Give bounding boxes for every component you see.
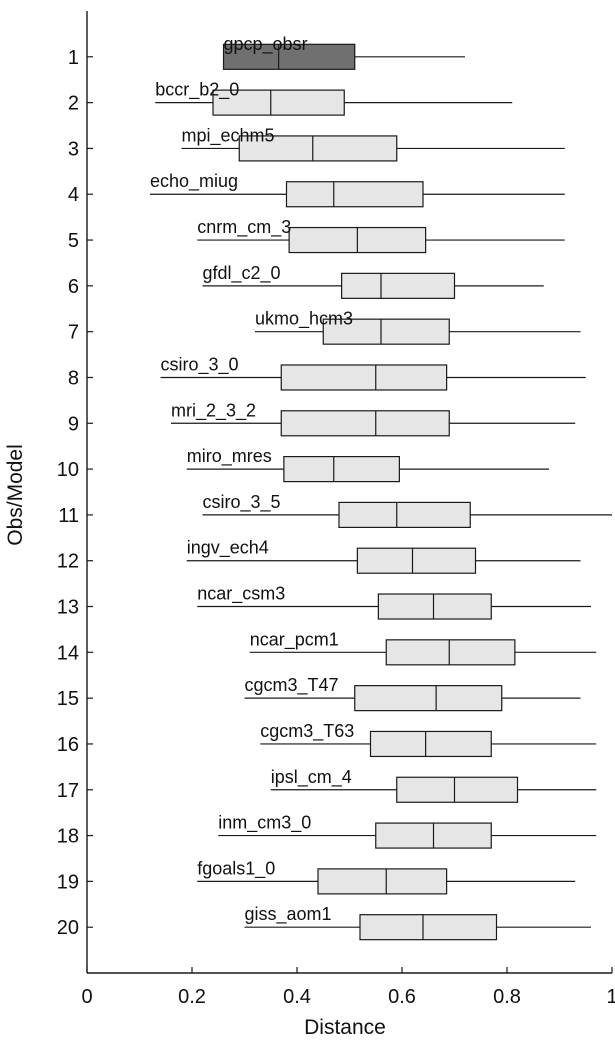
iqr-box <box>341 272 456 299</box>
model-label: mpi_echm5 <box>182 125 275 146</box>
model-label: ingv_ech4 <box>187 538 269 559</box>
model-label: giss_aom1 <box>245 904 332 925</box>
x-tick-label: 0 <box>81 986 92 1008</box>
box-18: inm_cm3_0 <box>218 813 597 849</box>
iqr-box <box>285 181 424 208</box>
box-19: fgoals1_0 <box>197 858 576 895</box>
model-label: cgcm3_T63 <box>260 721 354 742</box>
model-label: cgcm3_T47 <box>245 675 339 696</box>
iqr-box <box>322 318 450 345</box>
y-tick-label: 17 <box>57 780 79 802</box>
iqr-box <box>317 868 448 895</box>
iqr-box <box>280 364 448 391</box>
model-label: ipsl_cm_4 <box>271 767 352 788</box>
box-3: mpi_echm5 <box>181 125 565 162</box>
iqr-box <box>212 89 345 116</box>
model-label: csiro_3_5 <box>203 492 281 513</box>
y-tick-label: 12 <box>57 551 79 573</box>
y-tick-label: 20 <box>57 917 79 939</box>
y-tick-label: 19 <box>57 871 79 893</box>
x-tick-label: 0.4 <box>283 986 311 1008</box>
model-label: inm_cm3_0 <box>218 813 311 834</box>
y-tick-label: 11 <box>58 505 79 527</box>
y-tick-label: 4 <box>68 184 79 206</box>
y-tick-label: 1 <box>68 47 79 69</box>
iqr-box <box>222 43 356 70</box>
box-16: cgcm3_T63 <box>260 721 597 758</box>
iqr-box <box>396 776 519 803</box>
iqr-box <box>356 547 477 574</box>
y-tick-label: 9 <box>68 413 79 435</box>
y-axis-title: Obs/Model <box>4 444 27 546</box>
box-2: bccr_b2_0 <box>155 80 513 116</box>
box-14: ncar_pcm1 <box>249 629 597 666</box>
box-4: echo_miug <box>150 171 565 208</box>
iqr-box <box>369 730 492 758</box>
iqr-box <box>280 410 450 437</box>
x-tick-label: 1 <box>606 986 615 1008</box>
model-label: fgoals1_0 <box>197 858 275 879</box>
model-label: ncar_pcm1 <box>250 629 339 650</box>
y-tick-label: 16 <box>57 734 79 756</box>
y-tick-label: 6 <box>68 276 79 298</box>
model-label: ncar_csm3 <box>197 584 285 605</box>
y-tick-label: 7 <box>68 322 79 344</box>
box-12: ingv_ech4 <box>186 538 581 574</box>
model-label: miro_mres <box>187 446 272 467</box>
x-tick-label: 0.6 <box>388 986 416 1008</box>
y-tick-label: 18 <box>57 826 79 848</box>
y-tick-label: 14 <box>57 642 79 664</box>
y-tick-label: 15 <box>57 688 79 710</box>
y-tick-label: 2 <box>68 93 79 115</box>
model-label: bccr_b2_0 <box>155 80 239 101</box>
y-tick-label: 8 <box>68 367 79 389</box>
box-13: ncar_csm3 <box>197 584 591 620</box>
box-20: giss_aom1 <box>244 904 591 941</box>
y-tick-label: 13 <box>57 597 79 619</box>
iqr-box <box>338 501 471 529</box>
box-11: csiro_3_5 <box>202 492 612 529</box>
box-15: cgcm3_T47 <box>244 675 581 712</box>
y-tick-label: 5 <box>68 230 79 252</box>
iqr-box <box>283 455 400 483</box>
iqr-box <box>238 135 398 162</box>
iqr-box <box>385 639 516 666</box>
y-tick-label: 3 <box>68 138 79 160</box>
x-axis-title: Distance <box>304 1016 386 1039</box>
box-17: ipsl_cm_4 <box>270 767 597 803</box>
box-6: gfdl_c2_0 <box>202 263 544 299</box>
x-tick-label: 0.2 <box>178 986 206 1008</box>
x-tick-label: 0.8 <box>493 986 521 1008</box>
model-label: gfdl_c2_0 <box>203 263 281 284</box>
y-tick-label: 10 <box>57 459 79 481</box>
box-7: ukmo_hcm3 <box>255 309 581 345</box>
model-label: ukmo_hcm3 <box>255 309 353 330</box>
box-10: miro_mres <box>186 446 549 483</box>
plot-area: gpcp_obsr bccr_b2_0 mpi_echm5 echo_miugcnrm… <box>150 34 612 941</box>
box-1: gpcp_obsr <box>222 34 465 70</box>
model-label: cnrm_cm_3 <box>197 217 291 238</box>
iqr-box <box>354 685 503 712</box>
model-label: gpcp_obsr <box>224 34 308 55</box>
model-label: csiro_3_0 <box>161 354 239 375</box>
model-label: mri_2_3_2 <box>171 400 256 421</box>
iqr-box <box>377 593 492 620</box>
model-label: echo_miug <box>150 171 238 192</box>
iqr-box <box>359 914 498 941</box>
box-9: mri_2_3_2 <box>171 400 576 437</box>
box-8: csiro_3_0 <box>160 354 586 391</box>
box-5: cnrm_cm_3 <box>197 217 565 254</box>
